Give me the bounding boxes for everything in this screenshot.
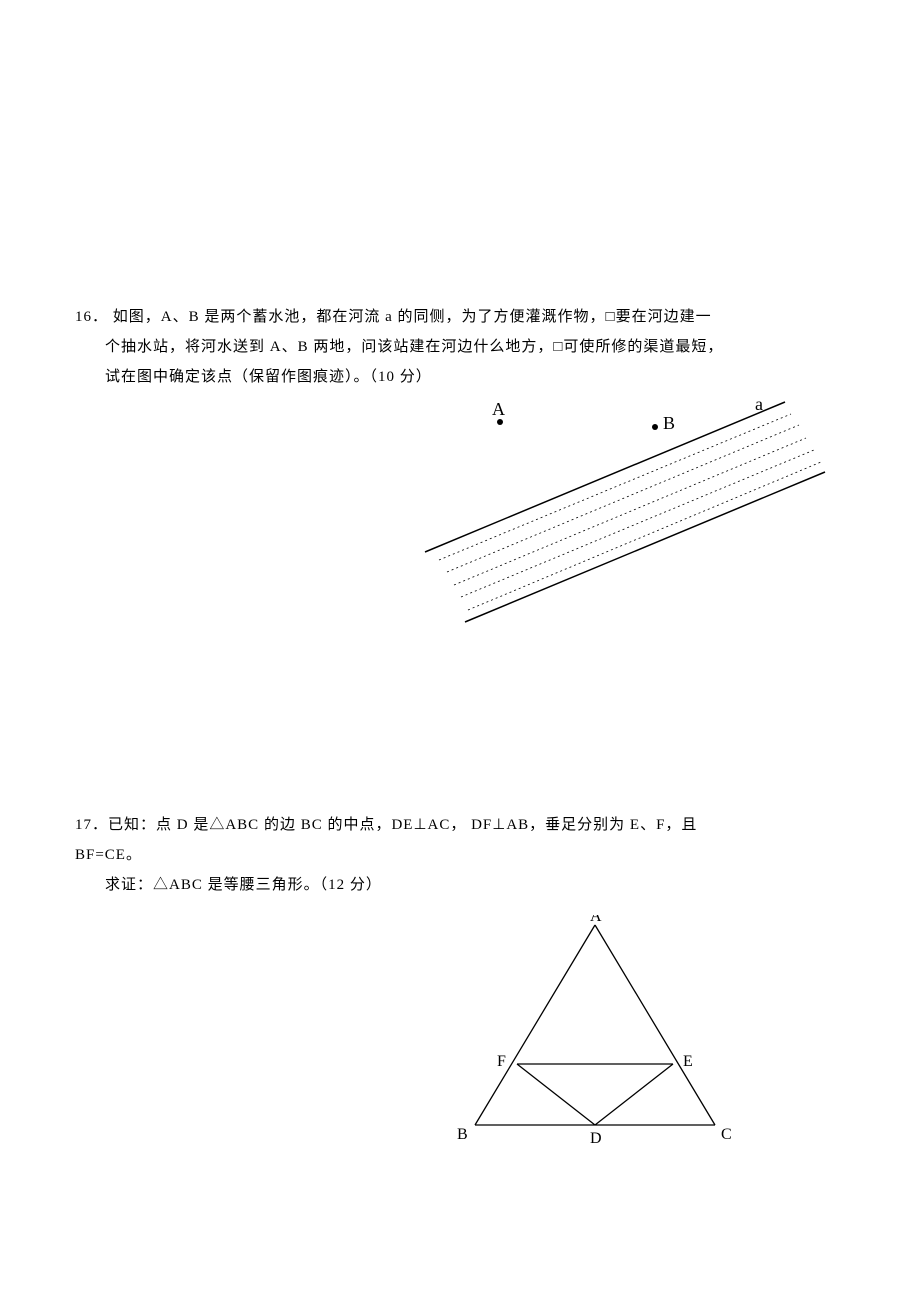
svg-text:F: F <box>497 1053 506 1070</box>
problem-16-line1: 如图，A、B 是两个蓄水池，都在河流 a 的同侧，为了方便灌溉作物，□要在河边建… <box>113 309 712 325</box>
svg-text:B: B <box>663 413 675 433</box>
svg-text:B: B <box>457 1126 468 1143</box>
problem-17-line1: 已知：点 D 是△ABC 的边 BC 的中点，DE⊥AC， DF⊥AB，垂足分别… <box>108 817 697 833</box>
problem-16-number: 16． <box>75 309 108 325</box>
problem-17-figure: A B C D F E <box>445 915 845 1155</box>
problem-16-line3: 试在图中确定该点（保留作图痕迹）。（10 分） <box>75 362 432 392</box>
svg-text:E: E <box>683 1053 693 1070</box>
svg-text:D: D <box>590 1130 602 1147</box>
problem-16-text: 16． 如图，A、B 是两个蓄水池，都在河流 a 的同侧，为了方便灌溉作物，□要… <box>75 302 845 392</box>
problem-17-line2: BF=CE。 <box>75 847 142 863</box>
problem-17-text: 17．已知：点 D 是△ABC 的边 BC 的中点，DE⊥AC， DF⊥AB，垂… <box>75 810 845 900</box>
svg-text:A: A <box>492 399 505 419</box>
problem-17-number: 17． <box>75 817 108 833</box>
problem-16: 16． 如图，A、B 是两个蓄水池，都在河流 a 的同侧，为了方便灌溉作物，□要… <box>75 302 845 642</box>
problem-16-figure: A Ba <box>405 392 845 642</box>
svg-text:C: C <box>721 1126 732 1143</box>
svg-text:A: A <box>590 915 602 925</box>
problem-16-line2: 个抽水站，将河水送到 A、B 两地，问该站建在河边什么地方，□可使所修的渠道最短… <box>75 332 723 362</box>
problem-17: 17．已知：点 D 是△ABC 的边 BC 的中点，DE⊥AC， DF⊥AB，垂… <box>75 810 845 1155</box>
triangle-diagram: A B C D F E <box>445 915 755 1155</box>
problem-17-line3: 求证：△ABC 是等腰三角形。（12 分） <box>75 870 382 900</box>
river-diagram: A Ba <box>405 392 845 642</box>
svg-text:a: a <box>755 394 763 414</box>
